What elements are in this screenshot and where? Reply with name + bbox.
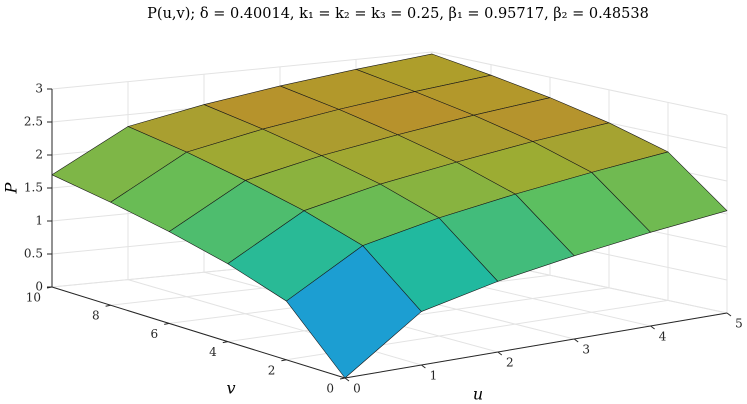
x-axis-label: u	[473, 385, 483, 404]
x-tick-label: 0	[353, 382, 361, 396]
z-tick-label: 3	[35, 82, 43, 96]
x-tick-label: 4	[659, 330, 667, 344]
chart-title: P(u,v); δ = 0.40014, k₁ = k₂ = k₃ = 0.25…	[147, 6, 649, 22]
y-tick	[164, 322, 170, 325]
y-tick-label: 10	[26, 291, 41, 305]
y-tick	[222, 341, 228, 344]
x-tick	[650, 325, 655, 330]
x-tick-label: 5	[735, 317, 743, 331]
surface-patch	[286, 245, 422, 379]
z-tick-label: 2.5	[24, 115, 43, 129]
y-axis-line	[51, 286, 346, 379]
y-tick-label: 6	[151, 327, 159, 341]
grid-line	[227, 287, 610, 343]
z-tick-label: 1.5	[24, 181, 43, 195]
grid-line	[431, 51, 728, 116]
z-tick-label: 0	[35, 280, 43, 294]
y-axis-label: v	[226, 379, 235, 398]
x-tick	[421, 364, 426, 369]
grid-line	[51, 51, 433, 90]
x-tick	[726, 312, 732, 317]
z-tick-label: 2	[35, 148, 43, 162]
y-tick	[339, 377, 346, 380]
y-tick-label: 8	[92, 309, 100, 323]
x-tick	[344, 377, 350, 382]
x-axis-line	[344, 312, 728, 379]
z-axis-label: P	[2, 182, 21, 194]
z-tick-label: 1	[35, 214, 43, 228]
y-tick-label: 0	[326, 382, 334, 396]
z-tick-label: 0.5	[24, 247, 43, 261]
x-tick	[573, 338, 579, 343]
x-tick-label: 2	[506, 356, 514, 370]
x-tick-label: 3	[582, 343, 590, 357]
y-tick	[281, 359, 287, 362]
x-tick	[497, 351, 503, 356]
y-tick-label: 2	[268, 363, 276, 377]
y-tick-label: 4	[209, 345, 217, 359]
x-tick-label: 1	[430, 369, 438, 383]
y-tick	[105, 304, 111, 307]
